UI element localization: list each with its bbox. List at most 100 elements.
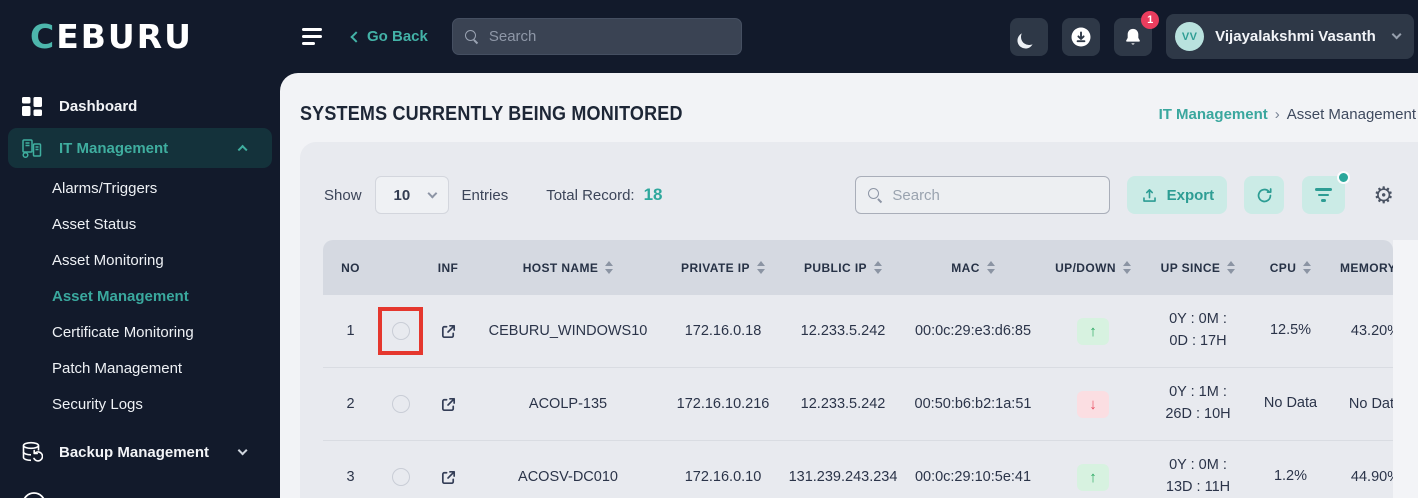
breadcrumb: IT Management › Asset Management — [1159, 106, 1416, 123]
col-up-since[interactable]: UP SINCE — [1143, 261, 1253, 275]
chevron-down-icon — [237, 445, 248, 456]
moon-icon — [1020, 27, 1038, 45]
sidebar-item-dashboard[interactable]: Dashboard — [0, 86, 280, 126]
table-controls: Show 10 Entries Total Record: 18 Export — [300, 142, 1418, 214]
cell-host-name: ACOLP-135 — [528, 396, 608, 412]
user-name: Vijayalakshmi Vasanth — [1215, 28, 1376, 45]
settings-button[interactable]: ⚙ — [1373, 181, 1394, 208]
refresh-icon — [1257, 187, 1272, 202]
download-icon — [1071, 27, 1091, 46]
sort-icon[interactable] — [1227, 261, 1236, 274]
export-icon — [1142, 188, 1156, 202]
sidebar-item-asset-status[interactable]: Asset Status — [52, 215, 137, 233]
monitored-systems-table: NO INF HOST NAME PRIVATE IP PUBLIC IP MA… — [323, 240, 1393, 498]
sidebar-item-it-management[interactable]: IT Management — [8, 128, 272, 168]
sidebar: Dashboard IT Management Alarms/Triggers … — [0, 73, 280, 498]
sidebar-item-backup-management[interactable]: Backup Management — [0, 432, 280, 472]
dashboard-icon — [20, 96, 44, 116]
radio-wrap — [378, 307, 423, 355]
table-row: 1 CEBURU_WINDOWS10 172.16.0.18 12.233.5.… — [323, 295, 1393, 368]
go-back-link[interactable]: Go Back — [350, 28, 428, 45]
col-public-ip[interactable]: PUBLIC IP — [783, 261, 903, 275]
cell-mac: 00:0c:29:10:5e:41 — [914, 469, 1032, 485]
search-icon — [868, 188, 882, 202]
total-record-value: 18 — [643, 185, 663, 204]
cell-up-since: 0Y : 0M :0D : 17H — [1169, 311, 1227, 349]
menu-icon[interactable] — [302, 28, 322, 45]
cell-private-ip: 172.16.0.18 — [684, 323, 762, 339]
total-record-label: Total Record: — [546, 186, 635, 204]
global-search — [451, 18, 742, 55]
external-link-icon[interactable] — [440, 396, 457, 413]
page-size-select[interactable]: 10 — [374, 176, 449, 214]
row-radio[interactable] — [391, 468, 410, 486]
logo: CEBURU — [0, 17, 280, 56]
topbar: CEBURU Go Back 1 VV Vijayalakshmi Vasant… — [0, 0, 1418, 73]
sidebar-item-asset-management[interactable]: Asset Management — [52, 287, 189, 305]
sort-icon[interactable] — [1303, 261, 1312, 274]
table-search-input[interactable] — [892, 186, 1098, 204]
cell-select — [378, 453, 423, 498]
chevron-up-icon — [237, 144, 248, 155]
external-link-icon[interactable] — [440, 469, 457, 486]
cell-public-ip: 131.239.243.234 — [788, 469, 898, 485]
global-search-input[interactable] — [488, 28, 729, 45]
breadcrumb-current: Asset Management — [1286, 105, 1416, 123]
export-button[interactable]: Export — [1127, 176, 1228, 214]
vertical-scrollbar-track[interactable] — [1393, 240, 1418, 498]
cell-select — [378, 307, 423, 355]
sidebar-item-security-logs[interactable]: Security Logs — [52, 395, 143, 413]
row-radio[interactable] — [391, 395, 410, 413]
cell-host-name: ACOSV-DC010 — [518, 469, 618, 485]
table-body: 1 CEBURU_WINDOWS10 172.16.0.18 12.233.5.… — [323, 295, 1393, 498]
cell-up-down: ↑ — [1043, 463, 1143, 491]
col-up-down[interactable]: UP/DOWN — [1043, 261, 1143, 275]
sort-icon[interactable] — [873, 261, 882, 274]
cell-memory: 43.20% — [1350, 323, 1393, 339]
user-menu[interactable]: VV Vijayalakshmi Vasanth — [1166, 14, 1414, 59]
go-back-label: Go Back — [367, 28, 428, 45]
cell-private-ip: 172.16.0.10 — [684, 469, 762, 485]
export-label: Export — [1166, 186, 1215, 204]
row-radio[interactable] — [391, 322, 410, 340]
cell-no: 3 — [346, 469, 355, 485]
sort-icon[interactable] — [605, 261, 614, 274]
notifications-button[interactable]: 1 — [1114, 10, 1160, 56]
gear-icon: ⚙ — [1373, 181, 1394, 208]
filter-active-dot — [1337, 171, 1351, 184]
col-inf: INF — [437, 260, 459, 275]
breadcrumb-parent[interactable]: IT Management — [1158, 105, 1268, 123]
cell-memory: 44.90% — [1350, 469, 1393, 485]
table-header-row: NO INF HOST NAME PRIVATE IP PUBLIC IP MA… — [323, 240, 1393, 295]
col-cpu[interactable]: CPU — [1253, 261, 1328, 275]
cell-no: 1 — [346, 323, 355, 339]
col-memory[interactable]: MEMORY — [1328, 261, 1393, 275]
page-title: SYSTEMS CURRENTLY BEING MONITORED — [300, 102, 683, 125]
cell-inf — [423, 323, 473, 340]
download-button[interactable] — [1062, 17, 1101, 56]
sidebar-item-asset-monitoring[interactable]: Asset Monitoring — [52, 251, 164, 269]
cell-private-ip: 172.16.10.216 — [676, 396, 770, 412]
sidebar-item-patch-management[interactable]: Patch Management — [52, 359, 183, 377]
cell-host-name: CEBURU_WINDOWS10 — [488, 323, 648, 339]
dark-mode-button[interactable] — [1010, 17, 1049, 56]
external-link-icon[interactable] — [440, 323, 457, 340]
col-host-name[interactable]: HOST NAME — [473, 261, 663, 275]
cell-up-since: 0Y : 1M :26D : 10H — [1165, 384, 1231, 422]
backup-database-icon — [20, 441, 44, 463]
cell-public-ip: 12.233.5.242 — [800, 396, 886, 412]
sort-icon[interactable] — [986, 261, 995, 274]
col-mac[interactable]: MAC — [903, 261, 1043, 275]
col-private-ip[interactable]: PRIVATE IP — [663, 261, 783, 275]
sort-icon[interactable] — [756, 261, 765, 274]
notification-badge: 1 — [1141, 10, 1160, 29]
sidebar-item-alarms-triggers[interactable]: Alarms/Triggers — [52, 179, 158, 197]
sidebar-item-certificate-monitoring[interactable]: Certificate Monitoring — [52, 323, 194, 341]
sort-icon[interactable] — [1122, 261, 1131, 274]
sidebar-item-label: Dashboard — [59, 97, 138, 115]
filter-button[interactable] — [1302, 171, 1351, 214]
search-icon — [464, 29, 479, 44]
chevron-down-icon — [1391, 29, 1402, 41]
refresh-button[interactable] — [1244, 176, 1285, 214]
cell-mac: 00:50:b6:b2:1a:51 — [914, 396, 1032, 412]
